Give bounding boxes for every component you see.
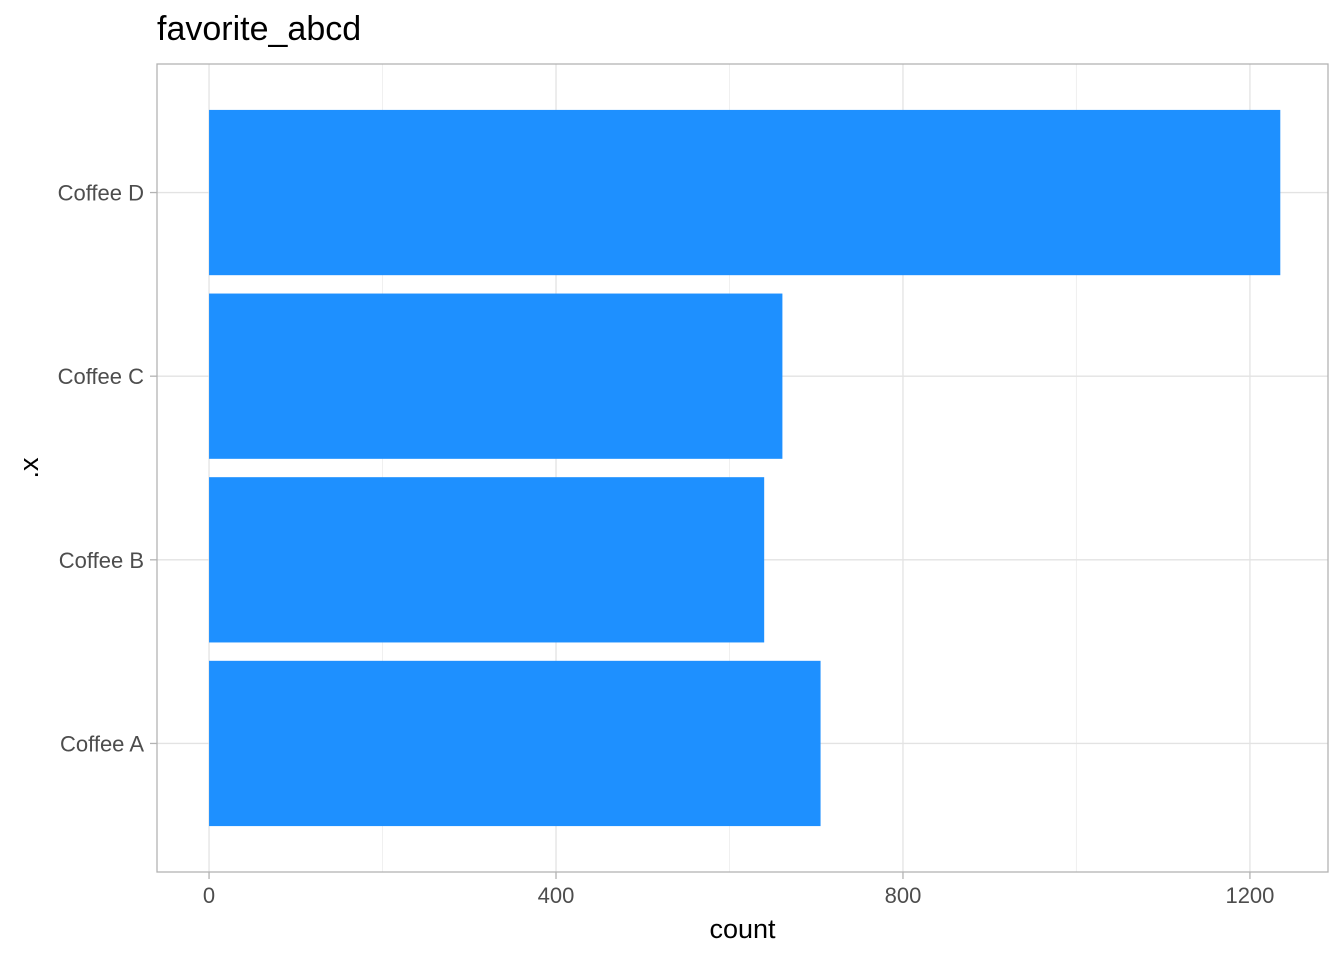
x-axis-title: count [709, 914, 776, 944]
bar [209, 477, 765, 643]
y-tick-label: Coffee B [59, 548, 144, 573]
x-tick-label: 0 [203, 883, 215, 908]
y-tick-label: Coffee C [58, 364, 145, 389]
x-tick-label: 400 [538, 883, 575, 908]
bar [209, 293, 783, 459]
bar [209, 660, 821, 827]
y-axis-title: .x [14, 457, 44, 479]
x-tick-label: 1200 [1225, 883, 1274, 908]
y-axis: Coffee A Coffee B Coffee C Coffee D [58, 181, 157, 756]
plot-panel [156, 63, 1329, 873]
y-tick-label: Coffee A [60, 731, 144, 756]
y-tick-label: Coffee D [58, 181, 144, 206]
panel-border [156, 63, 1329, 873]
bars [209, 109, 1281, 827]
chart-title: favorite_abcd [157, 10, 361, 48]
x-tick-label: 800 [885, 883, 922, 908]
x-axis: 0 400 800 1200 [203, 872, 1274, 908]
bar [209, 109, 1281, 276]
